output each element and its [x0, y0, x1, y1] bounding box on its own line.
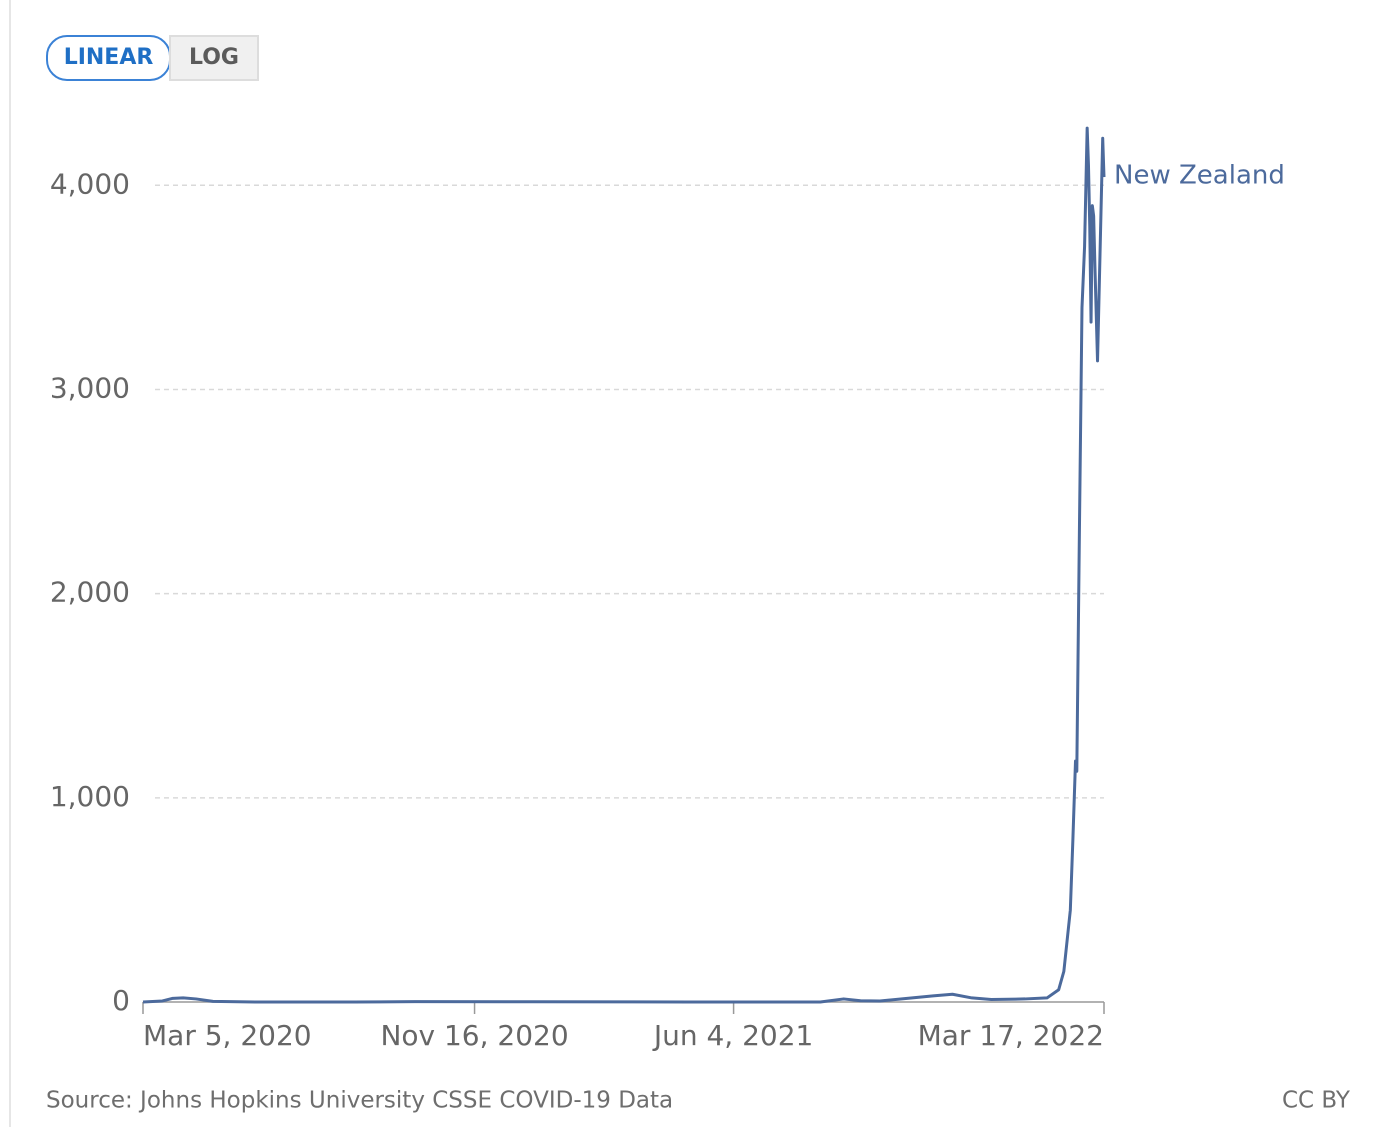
- y-tick-label: 4,000: [50, 167, 130, 200]
- y-tick-label: 1,000: [50, 780, 130, 813]
- x-tick-label: Jun 4, 2021: [652, 1019, 814, 1052]
- x-tick-label: Mar 17, 2022: [918, 1019, 1104, 1052]
- source: Source: Johns Hopkins University CSSE CO…: [46, 1088, 673, 1114]
- scale-button-label[interactable]: LINEAR: [64, 45, 154, 70]
- x-tick-label: Mar 5, 2020: [143, 1019, 312, 1052]
- series-label: New Zealand: [1114, 161, 1285, 191]
- y-tick-label: 3,000: [50, 371, 130, 404]
- scale-button-label[interactable]: LOG: [189, 45, 239, 70]
- series-line: [142, 126, 1106, 1004]
- x-tick-label: Nov 16, 2020: [380, 1019, 568, 1052]
- y-tick-label: 2,000: [50, 576, 130, 609]
- license: CC BY: [1282, 1088, 1351, 1114]
- y-tick-label: 0: [112, 984, 130, 1017]
- scale-button[interactable]: [169, 35, 259, 81]
